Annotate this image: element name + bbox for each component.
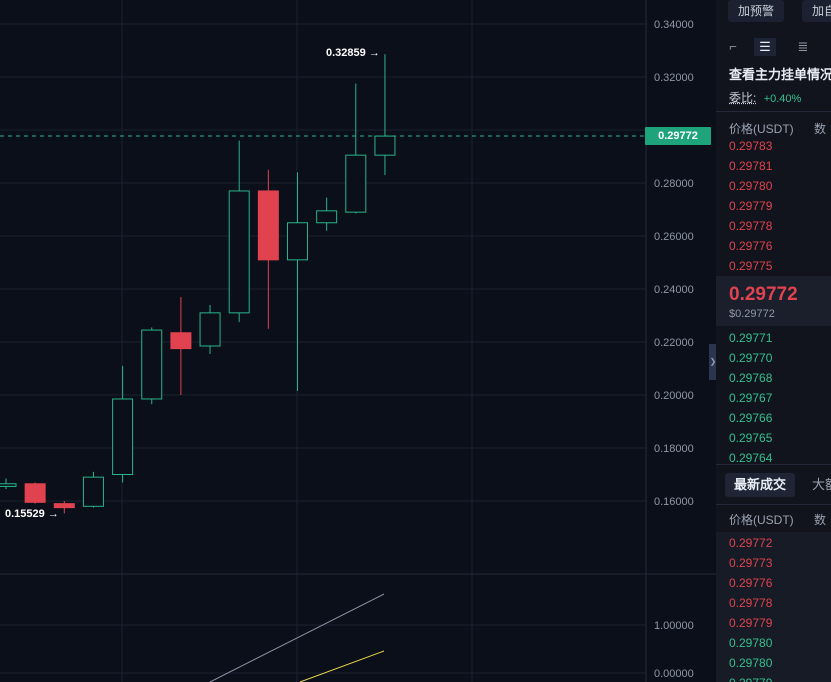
candle-body-up (287, 222, 308, 261)
kline-chart-svg[interactable]: 0.34000 0.32000 0.28000 0.26000 0.24000 0.220… (0, 0, 716, 682)
divider (716, 111, 831, 112)
last-price-block: 0.29772 $0.29772 (716, 276, 831, 326)
price-axis-tick: 0.24000 (654, 284, 694, 296)
add-favorite-button[interactable]: 加自 (802, 0, 831, 22)
order-book-sidebar: 加预警 加自 ⌐ ☰ ≣ 查看主力挂单情况 委比: +0.40% 价格(USDT… (716, 0, 831, 682)
trade-row: 0.29780 (729, 636, 773, 650)
candle-body-up (199, 312, 221, 347)
orderbook-header: 价格(USDT) 数 (729, 120, 826, 137)
qty-column-header: 数 (814, 122, 827, 136)
trade-row: 0.29779 (729, 616, 773, 630)
add-alert-button[interactable]: 加预警 (728, 0, 785, 22)
trade-row: 0.29779 (729, 673, 772, 682)
indicator-line-1 (209, 593, 385, 682)
bid-row[interactable]: 0.29768 (729, 371, 773, 385)
bid-row[interactable]: 0.29766 (729, 411, 773, 425)
price-column-header: 价格(USDT) (729, 122, 794, 136)
high-annotation-value: 0.32859 (326, 47, 366, 59)
candle-body-down (24, 483, 46, 503)
candle-body-down (170, 332, 192, 350)
high-annotation: 0.32859 → (326, 47, 380, 59)
price-axis-tick: 0.28000 (654, 178, 694, 190)
indicator-axis-tick: 1.00000 (654, 620, 694, 632)
tab-latest-trades[interactable]: 最新成交 (725, 473, 796, 497)
bid-row[interactable]: 0.29770 (729, 351, 773, 365)
trades-qty-header: 数 (814, 513, 827, 527)
price-axis-tick: 0.22000 (654, 337, 694, 349)
ask-row[interactable]: 0.29783 (729, 139, 773, 153)
collapse-panel-handle[interactable]: ❯ (709, 344, 717, 380)
trade-row: 0.29772 (729, 536, 773, 550)
ask-row[interactable]: 0.29781 (729, 159, 773, 173)
ask-row[interactable]: 0.29780 (729, 179, 773, 193)
trade-row: 0.29780 (729, 656, 773, 670)
indicator-axis-tick: 0.00000 (654, 668, 694, 680)
trades-list-bg (716, 532, 831, 682)
candle-body-up (345, 154, 367, 213)
candle-body-up (82, 476, 104, 507)
ask-row[interactable]: 0.29775 (729, 259, 773, 273)
bid-row[interactable]: 0.29765 (729, 431, 773, 445)
candle-body-up (316, 210, 338, 224)
bid-row[interactable]: 0.29764 (729, 451, 773, 465)
ask-row[interactable]: 0.29776 (729, 239, 773, 253)
candle-body-up (0, 483, 17, 487)
candle-body-down (53, 503, 75, 509)
bid-row[interactable]: 0.29771 (729, 331, 773, 345)
trades-price-header: 价格(USDT) (729, 513, 794, 527)
last-price-usd: $0.29772 (729, 308, 775, 320)
price-axis-tick: 0.18000 (654, 443, 694, 455)
low-annotation-value: 0.15529 (5, 508, 45, 520)
tab-large-trades[interactable]: 大额 (812, 477, 831, 492)
kline-chart[interactable]: 0.34000 0.32000 0.28000 0.26000 0.24000 0.220… (0, 0, 717, 682)
current-price-tag: 0.29772 (645, 127, 711, 145)
trade-row: 0.29773 (729, 556, 773, 570)
candle-body-up (141, 329, 163, 400)
indicator-line-2 (299, 650, 385, 682)
bid-row[interactable]: 0.29767 (729, 391, 773, 405)
list-layout-icon[interactable]: ≣ (797, 39, 809, 54)
draw-icon[interactable]: ⌐ (729, 39, 737, 54)
price-axis-tick: 0.26000 (654, 231, 694, 243)
divider (716, 504, 831, 505)
candle-body-up (112, 398, 134, 476)
ask-row[interactable]: 0.29778 (729, 219, 773, 233)
ask-row[interactable]: 0.29779 (729, 199, 773, 213)
trade-row: 0.29778 (729, 596, 773, 610)
price-axis-tick: 0.32000 (654, 72, 694, 84)
last-price: 0.29772 (729, 284, 798, 305)
low-annotation: 0.15529 → (5, 508, 59, 520)
price-axis-tick: 0.20000 (654, 390, 694, 402)
price-axis-tick: 0.16000 (654, 496, 694, 508)
candle-layout-icon[interactable]: ☰ (754, 38, 776, 56)
divider (716, 464, 831, 465)
candle-body-up (374, 135, 396, 156)
trade-row: 0.29776 (729, 576, 773, 590)
candle-body-up (228, 190, 250, 314)
order-ratio-value: +0.40% (763, 93, 802, 105)
order-ratio-label: 委比: (729, 91, 757, 105)
price-axis-tick: 0.34000 (654, 19, 694, 31)
view-main-orders-link[interactable]: 查看主力挂单情况 (729, 67, 831, 82)
order-ratio: 委比: +0.40% (729, 89, 801, 106)
candle-body-down (257, 190, 279, 261)
trades-header: 价格(USDT) 数 (729, 511, 826, 528)
